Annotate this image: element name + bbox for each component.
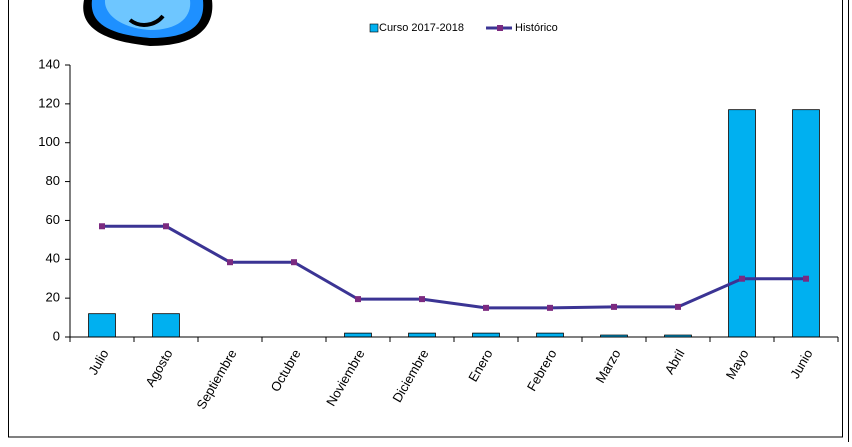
x-tick-label: Octubre: [267, 347, 303, 395]
y-tick-label: 40: [46, 251, 60, 266]
legend-swatch: [369, 23, 379, 33]
bar: [152, 313, 180, 338]
line-marker: [675, 303, 681, 310]
x-tick-label: Diciembre: [389, 347, 431, 405]
legend-label: Histórico: [515, 22, 558, 34]
x-tick-label: Mayo: [723, 347, 752, 382]
line-series: [102, 224, 806, 310]
x-tick-label: Agosto: [142, 347, 175, 390]
line-marker: [355, 296, 361, 303]
x-tick-label: Septiembre: [193, 347, 239, 412]
bar: [536, 332, 564, 338]
x-tick-label: Enero: [465, 347, 495, 385]
bar: [472, 332, 500, 338]
line-marker: [483, 304, 489, 311]
y-tick-label: 60: [46, 212, 60, 227]
icon: [83, 0, 213, 46]
y-tick-label: 20: [46, 290, 60, 305]
line-marker: [291, 259, 297, 266]
x-tick-label: Abril: [662, 347, 688, 377]
line-marker: [419, 296, 425, 303]
y-tick-label: 80: [46, 173, 60, 188]
y-tick-label: 100: [38, 134, 60, 149]
line-marker: [611, 303, 617, 310]
line-marker: [547, 304, 553, 311]
bar: [408, 332, 436, 338]
y-tick-label: 0: [53, 328, 60, 343]
legend-label: Curso 2017-2018: [379, 22, 464, 34]
line-marker: [163, 223, 169, 230]
x-tick-label: Febrero: [524, 347, 560, 394]
chart-frame: [8, 0, 843, 438]
bar: [88, 313, 116, 338]
x-tick-label: Junio: [787, 347, 816, 381]
bar: [728, 109, 756, 338]
line-marker: [227, 259, 233, 266]
bar: [792, 109, 820, 338]
bar: [344, 332, 372, 338]
line-marker: [803, 275, 809, 282]
x-tick-label: Marzo: [593, 347, 624, 386]
line-marker: [739, 275, 745, 282]
x-tick-label: Julio: [85, 347, 111, 378]
legend: Curso 2017-2018 Histórico: [369, 22, 558, 34]
y-tick-label: 120: [38, 95, 60, 110]
line-marker: [99, 223, 105, 230]
x-tick-label: Noviembre: [323, 347, 367, 409]
legend-marker: [497, 25, 504, 31]
y-tick-label: 140: [38, 56, 60, 71]
